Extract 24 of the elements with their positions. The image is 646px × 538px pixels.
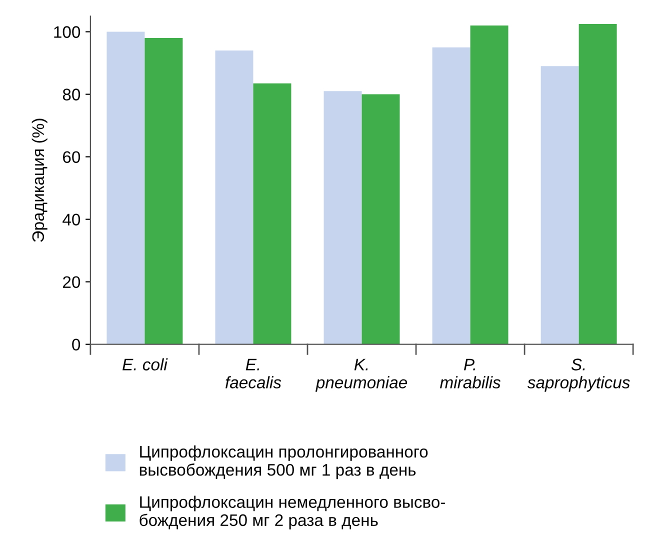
y-tick-label: 80 [62,88,80,100]
y-tick-label: 100 [54,26,80,38]
bar [253,83,292,344]
bar [432,47,470,344]
x-tick-label: S. saprophyticus [527,358,630,392]
bar [362,94,400,344]
x-tick-label: K. pneumoniae [315,358,408,392]
bar [540,66,579,344]
bar [324,91,362,344]
bar [144,38,183,344]
bar [106,32,145,344]
y-tick-label: 40 [62,214,80,226]
y-axis-title: Эрадикация (%) [32,118,48,242]
y-tick-label: 0 [72,338,80,351]
x-tick-label: E. coli [122,358,168,370]
bar [578,24,617,344]
x-tick-label: P. mirabilis [440,358,501,388]
y-tick-label: 60 [63,151,80,163]
legend-label: Ципрофлоксацин немедленного высво- бождения 250 мг 2 раза в день [140,496,446,530]
y-tick-label: 20 [63,276,80,288]
bar [215,50,254,344]
x-tick-label: E. faecalis [226,358,282,388]
legend-label: Ципрофлоксацин пролонгированного высвобождения 500 мг 1 раз в день [140,445,428,480]
bar [470,26,508,344]
